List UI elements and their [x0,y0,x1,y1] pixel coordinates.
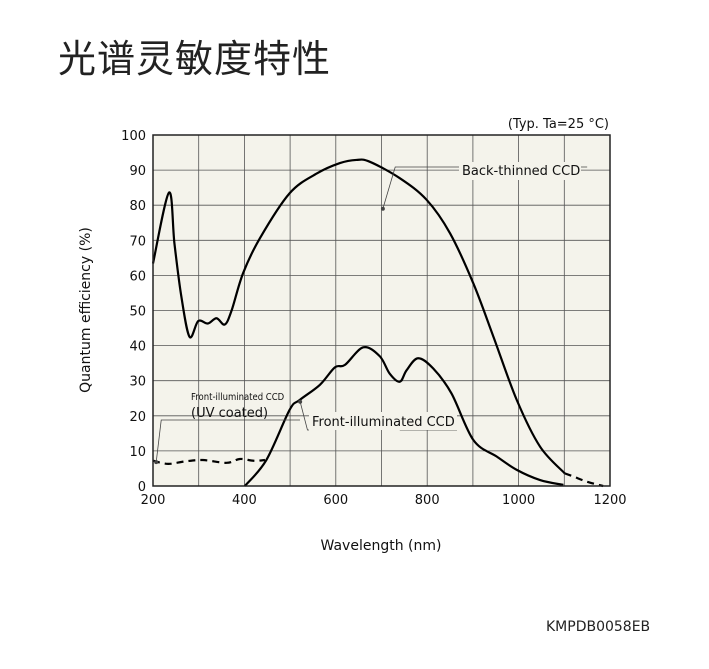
document-code: KMPDB0058EB [546,619,651,635]
x-tick-label: 200 [141,493,166,508]
y-tick-label: 90 [129,164,146,179]
leader-arrow-tip [298,399,303,404]
y-tick-label: 20 [129,410,146,425]
y-tick-label: 70 [129,234,146,249]
series-line-front-illuminated-ccd [244,346,564,487]
x-tick-label: 1200 [593,493,626,508]
y-tick-label: 50 [129,305,146,320]
ticks: 0 10 20 30 40 50 60 70 80 90 100 200 400 600 800 1000 12… [121,129,626,508]
label-uv-coated-2: (UV coated) [191,406,268,421]
plot-frame [152,134,611,487]
label-uv-coated-1: Front-illuminated CCD [191,391,284,403]
leader-uv [155,419,188,463]
y-tick-label: 40 [129,340,146,355]
x-tick-label: 800 [415,493,440,508]
x-tick-label: 400 [232,493,257,508]
series-line-front-illuminated-ccd-uv-coated [152,457,266,465]
label-front-illuminated: Front-illuminated CCD [312,415,455,430]
condition-note: (Typ. Ta=25 °C) [508,117,609,132]
leader-arrow-tip [154,460,159,465]
y-tick-label: 30 [129,375,146,390]
y-axis-label: Quantum efficiency (%) [78,227,94,393]
label-back-thinned: Back-thinned CCD [462,164,580,179]
y-tick-label: 100 [121,129,146,144]
y-tick-label: 0 [138,480,146,495]
leader-back-thinned [382,166,459,209]
x-tick-label: 600 [323,493,348,508]
series-line-back-thinned-ccd-extrapolated [564,472,604,488]
series-line-back-thinned-ccd [151,158,566,475]
leader-front [299,401,309,431]
x-tick-label: 1000 [502,493,535,508]
series-lines [151,158,604,488]
leader-arrow-tip [380,206,385,211]
page-title: 光谱灵敏度特性 [58,37,332,81]
y-tick-label: 10 [129,445,146,460]
y-tick-label: 80 [129,199,146,214]
y-tick-label: 60 [129,269,146,284]
x-axis-label: Wavelength (nm) [321,538,442,554]
